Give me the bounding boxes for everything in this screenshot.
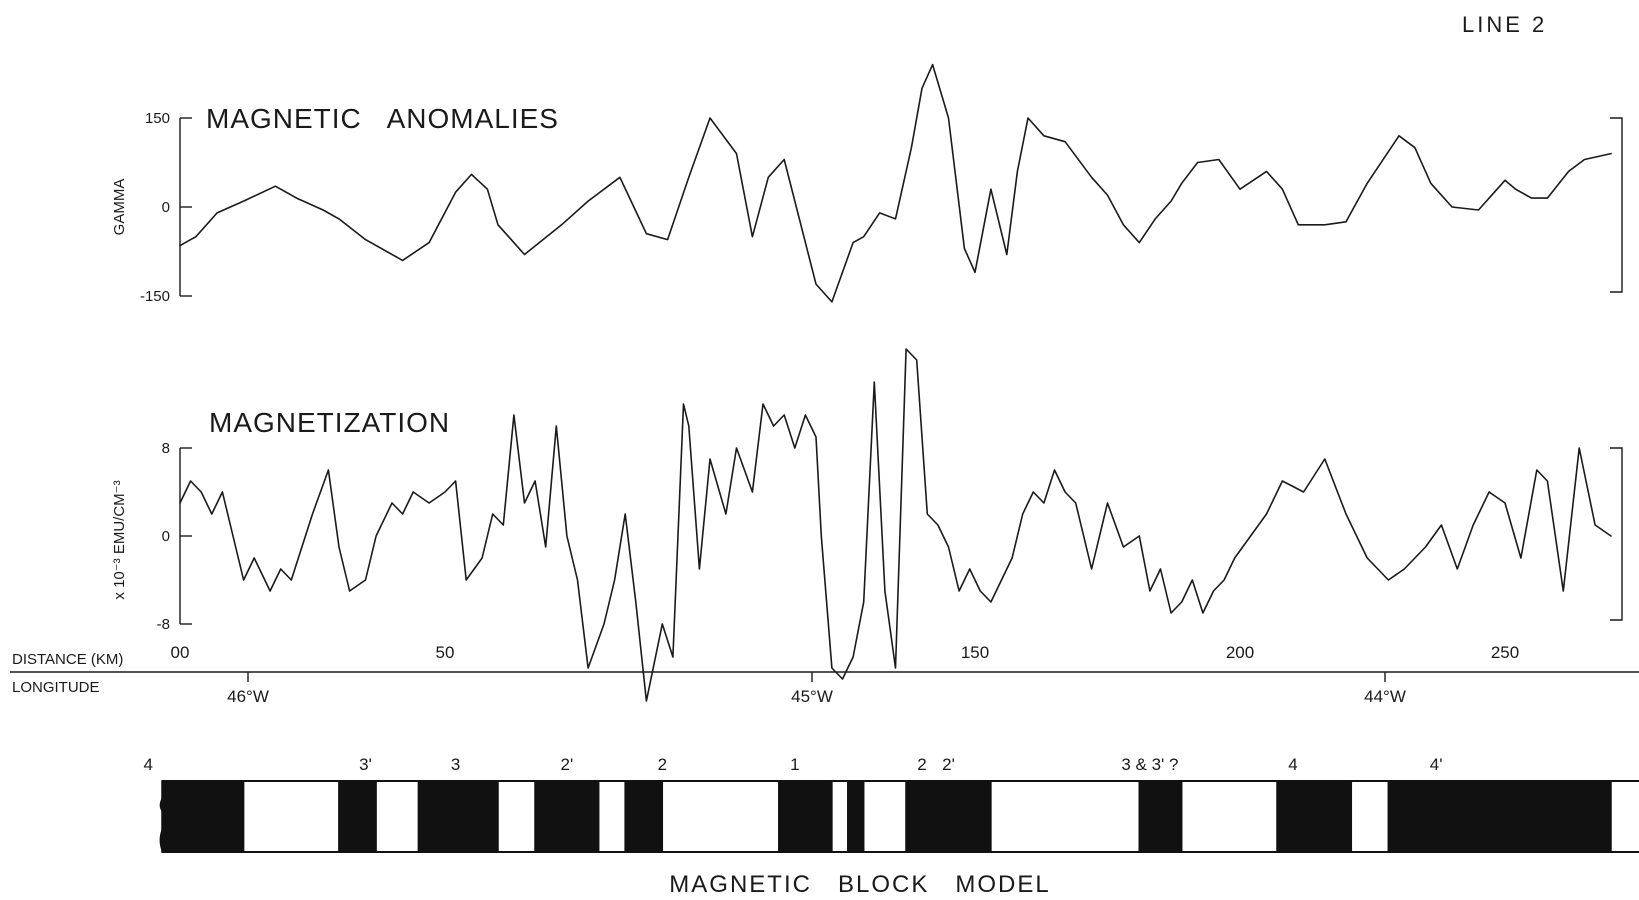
block-model-title: MAGNETIC BLOCK MODEL [669, 871, 1050, 898]
distance-axis-label: DISTANCE (KM) [12, 651, 123, 668]
magnetization-title: MAGNETIZATION [209, 407, 450, 438]
magnetization-y-tick-label: -8 [157, 616, 170, 633]
distance-tick-label: 200 [1226, 643, 1254, 662]
block-outline [162, 780, 1639, 853]
anomalies-y-tick-label: 0 [162, 199, 170, 216]
block-normal [338, 780, 377, 853]
distance-tick-label: 250 [1491, 643, 1519, 662]
anomalies-ylabel: GAMMA [111, 179, 128, 236]
distance-longitude-axis: DISTANCE (KM) LONGITUDE 00 50 150 200 250 46°… [10, 643, 1639, 706]
block-label: 2 [917, 755, 926, 774]
block-reversed [597, 780, 626, 853]
block-reversed [1350, 780, 1390, 853]
anomalies-series-line [179, 63, 1612, 303]
block-normal [1276, 780, 1353, 853]
magnetic-block-model: 4 3' 3 2' 2 1 2 2' 3 & 3' ? 4 4' [143, 755, 1639, 853]
anomalies-y-tick-label: -150 [140, 288, 170, 305]
block-label: 2' [942, 755, 955, 774]
magnetization-series-line [179, 348, 1612, 702]
anomalies-title: MAGNETIC ANOMALIES [206, 103, 559, 134]
block-label: 3 [451, 755, 460, 774]
distance-tick-label: 00 [171, 643, 190, 662]
block-reversed [990, 780, 1141, 853]
block-label: 4 [1288, 755, 1297, 774]
magnetization-y-tick-label: 0 [162, 528, 170, 545]
block-reversed [1180, 780, 1278, 853]
anomalies-panel: MAGNETIC ANOMALIES GAMMA 150 0 -150 [111, 63, 1623, 305]
longitude-tick-label: 44°W [1364, 687, 1406, 706]
line-label: LINE 2 [1462, 12, 1547, 37]
block-normal [1138, 780, 1183, 853]
distance-tick-label: 150 [961, 643, 989, 662]
longitude-tick-label: 45°W [791, 687, 833, 706]
block-label: 2' [561, 755, 574, 774]
block-normal [778, 780, 833, 853]
block-normal [161, 780, 245, 853]
longitude-axis-label: LONGITUDE [12, 679, 100, 696]
block-label: 1 [790, 755, 799, 774]
block-left-break [159, 781, 166, 852]
anomalies-y-tick-label: 150 [145, 110, 170, 127]
block-reversed [831, 780, 849, 853]
block-normal [624, 780, 664, 853]
magnetization-ylabel: x 10⁻³ EMU/CM⁻³ [111, 480, 128, 599]
anomalies-right-bracket [1610, 117, 1623, 293]
distance-tick-label: 50 [436, 643, 455, 662]
magnetization-panel: MAGNETIZATION x 10⁻³ EMU/CM⁻³ 8 0 -8 [111, 348, 1623, 702]
block-label: 2 [658, 755, 667, 774]
block-normal [534, 780, 600, 853]
block-reversed [862, 780, 907, 853]
block-reversed [661, 780, 780, 853]
block-normal [1387, 780, 1612, 853]
block-label: 3' [359, 755, 372, 774]
block-label: 4' [1430, 755, 1443, 774]
block-label: 4 [143, 755, 152, 774]
block-normal [905, 780, 992, 853]
magnetization-y-tick-label: 8 [162, 440, 170, 457]
longitude-tick-label: 46°W [227, 687, 269, 706]
block-normal [417, 780, 499, 853]
block-reversed [375, 780, 420, 853]
block-label: 3 & 3' ? [1121, 755, 1178, 774]
magnetization-right-bracket [1610, 447, 1623, 621]
block-normal [847, 780, 865, 853]
block-reversed [497, 780, 536, 853]
block-reversed [242, 780, 340, 853]
